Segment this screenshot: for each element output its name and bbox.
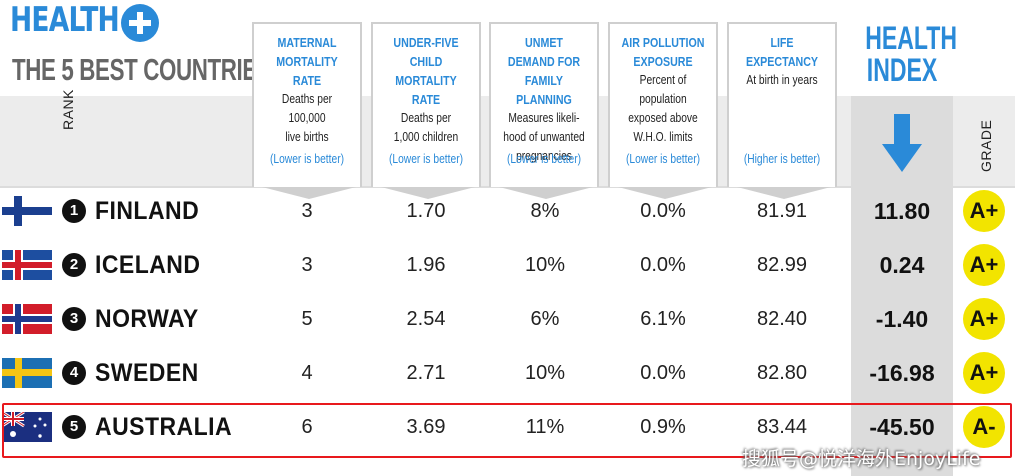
column-note: (Lower is better)	[388, 152, 464, 166]
cell-value: 10%	[524, 362, 566, 384]
column-title: LIFE EXPECTANCY	[745, 35, 819, 69]
sweden-flag-icon	[2, 358, 52, 388]
cell-value: 3.69	[406, 416, 446, 438]
column-title: UNDER-FIVE CHILD MORTALITY RATE	[393, 35, 459, 107]
column-pointer	[618, 187, 712, 199]
health-index-value: -16.98	[869, 360, 935, 386]
page-title: HEALTH	[10, 0, 120, 40]
column-note: (Lower is better)	[269, 152, 345, 166]
column-description: Measures likeli-hood of unwanted pregnanc…	[503, 111, 585, 163]
cell-value: 8%	[530, 200, 560, 222]
cell-value: 1.96	[406, 254, 446, 276]
health-index-title: HEALTH INDEX	[865, 20, 958, 88]
grade-badge: A-	[963, 406, 1005, 448]
rank-number: 2	[62, 253, 86, 277]
cell-value: 1.70	[406, 200, 446, 222]
column-header-3: UNMET DEMAND FOR FAMILY PLANNING Measures l…	[489, 22, 599, 199]
column-header-4: AIR POLLUTION EXPOSURE Percent of populatio…	[608, 22, 718, 199]
column-note: (Lower is better)	[506, 152, 582, 166]
grade-badge: A+	[963, 298, 1005, 340]
health-index-value: -1.40	[875, 306, 929, 332]
column-header-1: MATERNAL MORTALITY RATE Deaths per 100,000 li…	[252, 22, 362, 199]
column-header-2: UNDER-FIVE CHILD MORTALITY RATE Deaths per 1…	[371, 22, 481, 199]
cell-value: 2.71	[406, 362, 446, 384]
column-pointer	[262, 187, 356, 199]
norway-flag-icon	[2, 304, 52, 334]
grade-badge: A+	[963, 190, 1005, 232]
cell-value: 0.9%	[640, 416, 686, 438]
health-index-value: 11.80	[873, 198, 931, 224]
grade-label: GRADE	[978, 119, 994, 172]
rank-number: 4	[62, 361, 86, 385]
cell-value: 82.99	[756, 254, 808, 276]
country-name: SWEDEN	[95, 359, 199, 387]
down-arrow-icon	[882, 114, 922, 172]
column-note: (Lower is better)	[625, 152, 701, 166]
cell-value: 81.91	[756, 200, 808, 222]
rank-label: RANK	[60, 89, 76, 130]
column-title: MATERNAL MORTALITY RATE	[276, 35, 338, 88]
cell-value: 2.54	[406, 308, 446, 330]
cell-value: 4	[301, 362, 313, 384]
country-name: AUSTRALIA	[95, 413, 233, 441]
health-index-value: -45.50	[869, 414, 935, 440]
cell-value: 5	[301, 308, 313, 330]
rank-number: 3	[62, 307, 86, 331]
health-plus-icon	[121, 4, 159, 42]
health-index-value: 0.24	[879, 252, 925, 278]
column-description: Deaths per 100,000 live births	[281, 92, 333, 144]
cell-value: 3	[301, 200, 313, 222]
country-name: ICELAND	[95, 251, 201, 279]
cell-value: 83.44	[756, 416, 808, 438]
grade-badge: A+	[963, 352, 1005, 394]
finland-flag-icon	[2, 196, 52, 226]
cell-value: 11%	[525, 416, 565, 438]
table-row: 3 NORWAY 5 2.54 6% 6.1% 82.40 -1.40 A+	[0, 292, 1015, 346]
cell-value: 10%	[524, 254, 566, 276]
australia-flag-icon	[2, 412, 52, 442]
table-row: 4 SWEDEN 4 2.71 10% 0.0% 82.80 -16.98 A+	[0, 346, 1015, 400]
cell-value: 82.80	[756, 362, 808, 384]
rank-number: 5	[62, 415, 86, 439]
cell-value: 0.0%	[640, 254, 686, 276]
cell-value: 0.0%	[640, 200, 686, 222]
column-pointer	[737, 187, 831, 199]
australia-highlight-box	[2, 403, 1012, 458]
cell-value: 6	[301, 416, 313, 438]
column-title: AIR POLLUTION EXPOSURE	[621, 35, 705, 69]
iceland-flag-icon	[2, 250, 52, 280]
rank-number: 1	[62, 199, 86, 223]
cell-value: 82.40	[756, 308, 808, 330]
table-row: 1 FINLAND 3 1.70 8% 0.0% 81.91 11.80 A+	[0, 184, 1015, 238]
column-header-5: LIFE EXPECTANCY At birth in years (Higher i…	[727, 22, 837, 199]
column-pointer	[381, 187, 475, 199]
column-pointer	[499, 187, 593, 199]
cell-value: 6.1%	[640, 308, 686, 330]
country-name: NORWAY	[95, 305, 199, 333]
column-description: Deaths per 1,000 children	[393, 111, 459, 144]
column-description: Percent of population exposed above W.H.O. …	[628, 73, 698, 144]
page-subtitle: THE 5 BEST COUNTRIES	[12, 52, 272, 87]
column-note: (Higher is better)	[743, 152, 821, 166]
cell-value: 3	[301, 254, 313, 276]
watermark: 搜狐号@悦洋海外EnjoyLife	[742, 448, 981, 470]
grade-badge: A+	[963, 244, 1005, 286]
table-row: 2 ICELAND 3 1.96 10% 0.0% 82.99 0.24 A+	[0, 238, 1015, 292]
country-name: FINLAND	[95, 197, 200, 225]
column-title: UNMET DEMAND FOR FAMILY PLANNING	[507, 35, 581, 107]
table-row: 5 AUSTRALIA 6 3.69 11% 0.9% 83.44 -45.50 A-	[0, 400, 1015, 454]
cell-value: 0.0%	[640, 362, 686, 384]
cell-value: 6%	[530, 308, 560, 330]
column-description: At birth in years	[746, 73, 818, 87]
